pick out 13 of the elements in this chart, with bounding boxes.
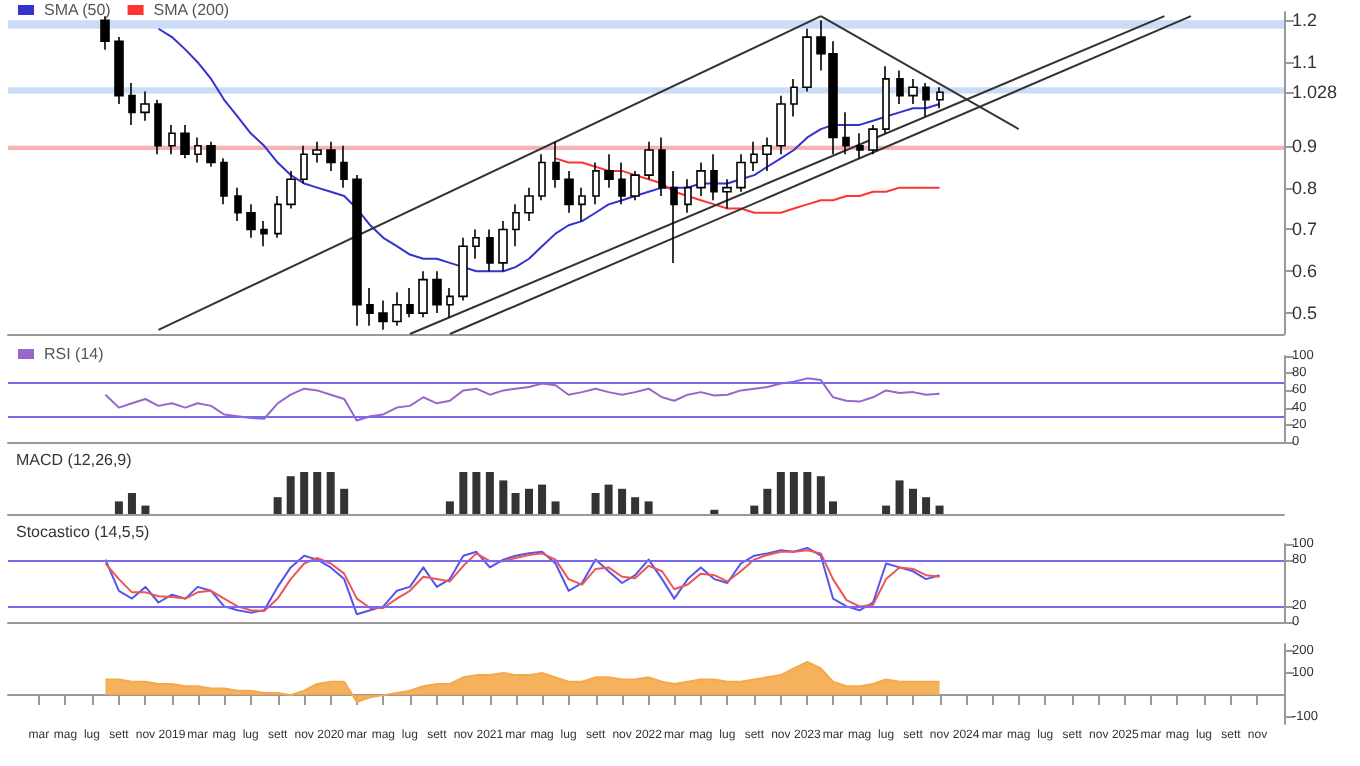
legend-label: SMA (50) [44,1,112,19]
chart-title: MACD (12,26,9) [16,451,133,469]
y-tick-label: 1.1 [1292,52,1318,73]
y-tick-label: 1.2 [1292,10,1318,31]
y-tick-label: 0.5 [1292,303,1318,324]
chart-title: Stocastico (14,5,5) [16,523,151,541]
legend-label: RSI (14) [44,345,105,363]
legend-label: SMA (200) [153,1,230,19]
y-tick-label: 1.028 [1292,82,1338,103]
y-tick-label: 0.7 [1292,219,1318,240]
y-tick-label: 0.8 [1292,177,1318,198]
y-tick-label: 0.6 [1292,261,1318,282]
y-tick-label: 0.9 [1292,135,1318,156]
